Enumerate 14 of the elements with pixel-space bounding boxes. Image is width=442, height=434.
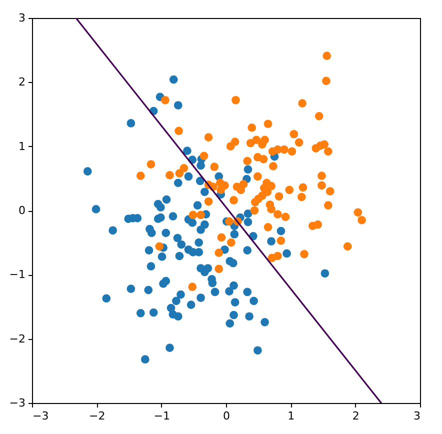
- x-tick-label: −2: [89, 410, 106, 422]
- y-tick-label: 1: [18, 140, 26, 153]
- x-tick-label: 2: [352, 410, 360, 422]
- y-tick-label: −1: [9, 268, 26, 282]
- y-tick-label: −3: [9, 396, 26, 410]
- y-tick-label: 3: [18, 12, 26, 24]
- y-tick-label: 0: [18, 204, 26, 217]
- x-tick-label: 1: [288, 410, 295, 422]
- x-tick-label: −3: [32, 410, 49, 422]
- x-tick-label: 3: [414, 410, 420, 422]
- x-tick-label: 0: [223, 410, 230, 422]
- y-tick-label: 2: [18, 76, 26, 89]
- x-tick-label: −1: [154, 410, 170, 422]
- y-tick-label: −2: [9, 332, 26, 346]
